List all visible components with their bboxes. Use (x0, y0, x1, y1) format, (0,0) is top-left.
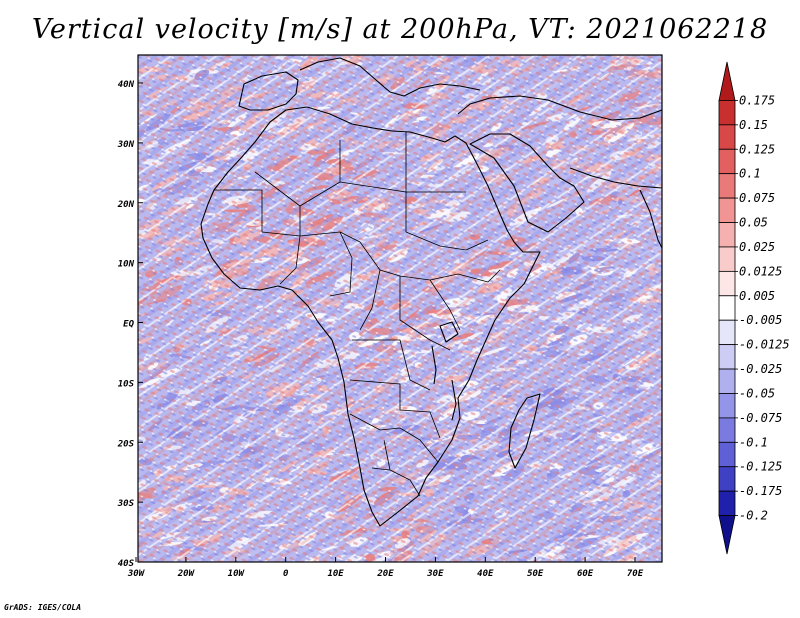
colorbar-label: -0.125 (739, 460, 782, 474)
lon-tick-label: 20W (177, 569, 196, 579)
lat-tick-label: 20N (117, 200, 135, 210)
colorbar-swatch (718, 490, 736, 516)
colorbar-swatch (718, 246, 736, 272)
country-borders (214, 132, 501, 497)
colorbar-swatch (718, 319, 736, 346)
lat-tick-label: 30N (117, 140, 135, 150)
colorbar-swatch (718, 393, 736, 419)
lat-tick-label: 20S (117, 439, 135, 449)
mideast-coastline (457, 95, 662, 121)
longitude-axis: 30W 20W 10W 0 10E 20E 30E 40E 50E 60E 70E (127, 557, 644, 579)
colorbar-label: -0.175 (739, 484, 782, 498)
lon-tick-label: 50E (527, 569, 544, 579)
colorbar-swatch (718, 417, 736, 443)
colorbar-label: -0.05 (739, 386, 775, 400)
grads-credit: GrADS: IGES/COLA (4, 603, 82, 612)
lat-tick-label: 30S (117, 499, 135, 509)
coastlines-and-borders (200, 57, 662, 527)
lake-malawi (451, 379, 457, 421)
lat-tick-label: EQ (123, 320, 134, 330)
colorbar-label: 0.15 (739, 118, 768, 132)
colorbar-swatch (718, 197, 736, 223)
colorbar-label: -0.0125 (739, 338, 790, 352)
colorbar-swatch (718, 295, 736, 321)
europe-coastline (299, 57, 481, 97)
lake-tanganyika (431, 345, 437, 385)
colorbar-swatch (718, 222, 736, 248)
colorbar-swatch (718, 61, 736, 101)
chart-title: Vertical velocity [m/s] at 200hPa, VT: 2… (31, 14, 769, 45)
colorbar-label: -0.025 (739, 362, 782, 376)
colorbar-label: -0.075 (739, 411, 782, 425)
lat-tick-label: 40S (118, 559, 135, 569)
colorbar-swatch (718, 100, 736, 126)
lat-tick-label: 40N (118, 80, 135, 90)
lon-tick-label: 60E (577, 569, 594, 579)
lon-tick-label: 70E (627, 569, 644, 579)
arabia-coastline (469, 133, 585, 233)
colorbar-label: 0.0125 (739, 264, 782, 278)
colorbar-label: 0.075 (739, 191, 775, 205)
africa-coastline (200, 106, 541, 527)
colorbar-swatch (718, 344, 736, 370)
colorbar-swatch (718, 173, 736, 199)
lon-tick-label: 30W (127, 569, 146, 579)
colorbar-label: 0.125 (739, 142, 775, 156)
iberia-coastline (238, 71, 299, 111)
lake-victoria (439, 321, 459, 343)
lon-tick-label: 0 (283, 569, 289, 579)
colorbar-label: 0.005 (739, 289, 775, 303)
latitude-axis: 40N 30N 20N 10N EQ 10S 20S 30S 40S (117, 80, 143, 569)
colorbar-swatch (718, 124, 736, 150)
persia-coastline (569, 167, 662, 189)
map-frame (137, 54, 663, 563)
colorbar-label: -0.1 (739, 435, 768, 449)
india-coastline (639, 189, 662, 249)
colorbar-swatch (718, 270, 736, 297)
lon-tick-label: 30E (426, 569, 444, 579)
lat-tick-label: 10S (118, 379, 135, 389)
colorbar-label: 0.1 (739, 167, 761, 181)
colorbar-label: -0.2 (739, 509, 768, 523)
colorbar-label: -0.005 (739, 313, 782, 327)
lon-tick-label: 10E (327, 569, 344, 579)
colorbar-label: 0.175 (739, 93, 775, 107)
colorbar-swatch (718, 441, 736, 468)
lat-tick-label: 10N (118, 260, 135, 270)
lon-tick-label: 40E (477, 569, 494, 579)
colorbar-swatch (718, 466, 736, 492)
colorbar-swatch (718, 515, 736, 555)
colorbar-label: 0.025 (739, 240, 775, 254)
lon-tick-label: 10W (228, 569, 246, 579)
colorbar: 0.175 0.15 0.125 0.1 0.075 0.05 0.025 0.0125 0.0… (718, 61, 790, 555)
lon-tick-label: 20E (376, 569, 394, 579)
madagascar-coastline (508, 393, 541, 469)
colorbar-swatch (718, 148, 736, 175)
colorbar-label: 0.05 (739, 216, 768, 230)
colorbar-swatch (718, 368, 736, 394)
